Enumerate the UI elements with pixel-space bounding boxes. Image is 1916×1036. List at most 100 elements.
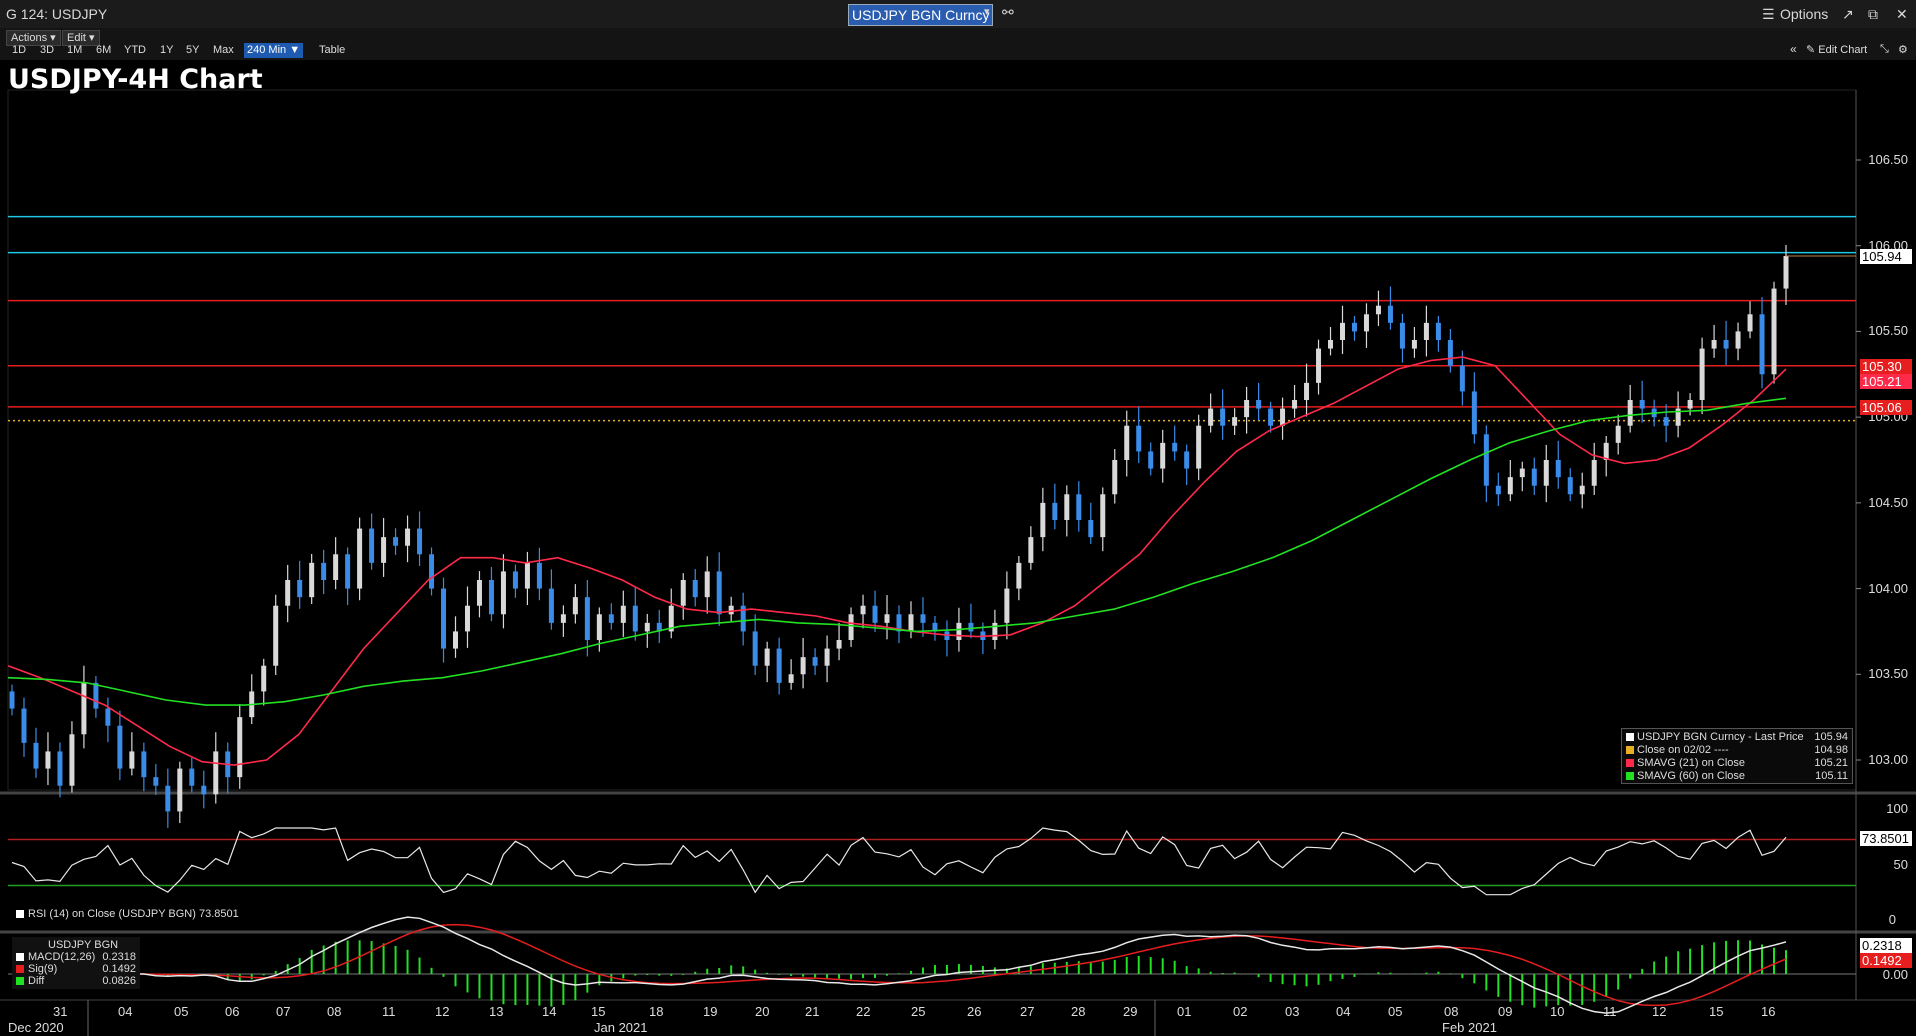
candle-body <box>1411 340 1417 349</box>
macd-line <box>12 916 1787 1014</box>
candle-body <box>1519 468 1525 478</box>
options-menu-icon[interactable]: ☰ <box>1762 6 1775 22</box>
candle-body <box>908 614 914 632</box>
candle-body <box>1423 322 1429 340</box>
candle-body <box>45 751 51 769</box>
macd-legend: USDJPY BGN MACD(12,26) 0.2318 Sig(9) 0.1… <box>12 937 140 989</box>
candle-body <box>728 605 734 615</box>
x-tick-label: 19 <box>703 1004 718 1019</box>
candle-body <box>1220 408 1226 426</box>
candle-body <box>129 751 135 769</box>
candle-body <box>644 622 650 632</box>
resize-icon[interactable]: ⤡ <box>1880 43 1889 55</box>
candle-body <box>1555 460 1561 478</box>
range-1m[interactable]: 1M <box>67 44 83 56</box>
collapse-icon[interactable]: « <box>1790 42 1797 56</box>
main-panel-frame <box>7 89 1857 791</box>
x-tick-label: 15 <box>591 1004 606 1019</box>
close-icon[interactable]: ✕ <box>1896 6 1908 22</box>
y-tick-label: 106.00 <box>1868 237 1908 253</box>
x-tick-label: 26 <box>967 1004 982 1019</box>
candle-body <box>824 648 830 666</box>
range-3d[interactable]: 3D <box>40 44 55 56</box>
candle-body <box>692 580 698 598</box>
range-max[interactable]: Max <box>213 44 234 56</box>
candle-body <box>1028 537 1034 563</box>
candle-body <box>1316 348 1322 383</box>
ticker-input[interactable]: USDJPY BGN Curncy <box>848 4 994 26</box>
candle-body <box>1172 442 1178 452</box>
candle-body <box>992 622 998 640</box>
candle-body <box>740 605 746 632</box>
range-5y[interactable]: 5Y <box>186 44 200 56</box>
candle-body <box>488 580 494 615</box>
candle-body <box>201 785 207 795</box>
candle-body <box>1208 408 1214 426</box>
legend-row: SMAVG (60) on Close 105.11 <box>1626 770 1848 782</box>
candle-body <box>1016 562 1022 589</box>
candle-body <box>429 554 435 589</box>
candle-body <box>1399 322 1405 349</box>
candle-body <box>776 648 782 683</box>
x-tick-label: 21 <box>805 1004 820 1019</box>
candle-body <box>1064 494 1070 520</box>
table-button[interactable]: Table <box>319 44 346 56</box>
candle-body <box>309 562 315 598</box>
edit-menu[interactable]: Edit ▾ <box>62 30 100 46</box>
candle-body <box>9 691 15 709</box>
candle-body <box>1280 408 1286 426</box>
candle-body <box>1100 494 1106 538</box>
candle-body <box>1040 502 1046 538</box>
range-6m[interactable]: 6M <box>96 44 112 56</box>
macd-title: USDJPY BGN <box>48 939 119 951</box>
candle-body <box>1639 400 1645 409</box>
candle-body <box>33 742 39 769</box>
x-tick-label: 20 <box>755 1004 770 1019</box>
edit-chart-button[interactable]: ✎ Edit Chart <box>1806 44 1868 56</box>
candle-body <box>1328 340 1334 349</box>
legend-row: USDJPY BGN Curncy - Last Price 105.94 <box>1626 731 1848 743</box>
candle-body <box>1196 425 1202 469</box>
x-tick-label: 01 <box>1177 1004 1192 1019</box>
expand-icon[interactable]: ↗ <box>1842 6 1854 22</box>
candle-body <box>632 605 638 632</box>
candle-body <box>872 605 878 623</box>
candle-body <box>500 571 506 615</box>
link-icon[interactable]: ⚯ <box>1002 4 1014 20</box>
candle-body <box>1387 305 1393 323</box>
actions-menu[interactable]: Actions ▾ <box>6 30 61 46</box>
candle-body <box>1052 502 1058 520</box>
restore-window-icon[interactable]: ⧉ <box>1868 6 1878 22</box>
candle-body <box>848 614 854 640</box>
x-tick-label: 11 <box>382 1004 396 1019</box>
dropdown-caret-icon[interactable]: ▾ <box>984 6 990 18</box>
candle-body <box>417 528 423 555</box>
range-ytd[interactable]: YTD <box>124 44 146 56</box>
x-tick-label: 25 <box>911 1004 926 1019</box>
candle-body <box>536 562 542 589</box>
range-1d[interactable]: 1D <box>12 44 27 56</box>
window-id: G 124: USDJPY <box>6 6 108 22</box>
candle-body <box>261 665 267 692</box>
x-tick-label: 04 <box>118 1004 133 1019</box>
rsi-swatch <box>16 910 24 919</box>
candle-body <box>333 554 339 580</box>
candle-body <box>608 614 614 623</box>
candle-body <box>1435 322 1441 340</box>
macd-value-badge: 0.2318 <box>1860 938 1912 953</box>
candle-body <box>1747 314 1753 332</box>
range-240-min[interactable]: 240 Min ▼ <box>244 43 304 58</box>
options-button[interactable]: Options <box>1780 6 1829 22</box>
candle-body <box>560 614 566 623</box>
candle-body <box>1076 494 1082 520</box>
candle-body <box>1471 391 1477 435</box>
candle-body <box>956 622 962 640</box>
candle-body <box>1160 442 1166 469</box>
range-1y[interactable]: 1Y <box>160 44 174 56</box>
candle-body <box>668 605 674 632</box>
rsi-legend: RSI (14) on Close (USDJPY BGN) 73.8501 <box>16 908 239 920</box>
gear-icon[interactable]: ⚙ <box>1898 44 1908 56</box>
macd-row: MACD(12,26) 0.2318 <box>16 951 136 963</box>
x-tick-label: 27 <box>1020 1004 1035 1019</box>
x-tick-label: 22 <box>856 1004 871 1019</box>
